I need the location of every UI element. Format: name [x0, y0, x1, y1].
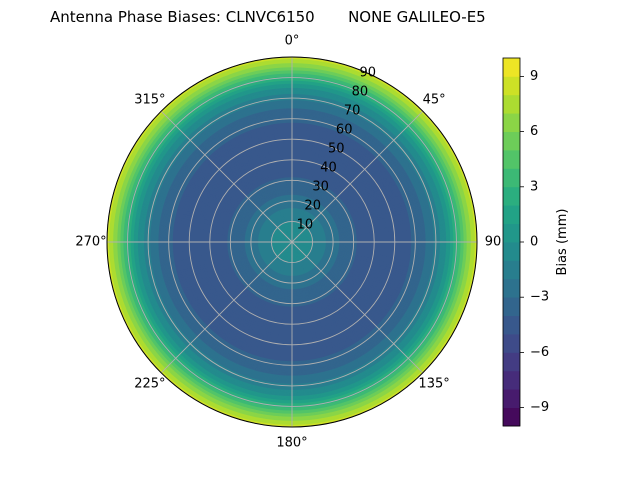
- r-tick-label: 80: [352, 85, 369, 100]
- colorbar-tick-label: 0: [530, 235, 538, 250]
- colorbar-label: Bias (mm): [555, 209, 570, 276]
- r-tick-labels: 10 20 30 40 50 60 70 80 90: [297, 66, 376, 233]
- colorbar-segment: [503, 131, 520, 151]
- colorbar-segment: [503, 205, 520, 224]
- colorbar-segment: [503, 297, 520, 316]
- colorbar-segment: [503, 315, 520, 335]
- colorbar-segment: [503, 407, 520, 427]
- colorbar-segment: [503, 94, 520, 114]
- colorbar-tick-label: −3: [530, 290, 549, 305]
- r-tick-label: 70: [344, 104, 361, 119]
- chart-title: Antenna Phase Biases: CLNVC6150 NONE GAL…: [50, 8, 486, 26]
- theta-tick-label: 135°: [418, 377, 449, 392]
- colorbar-segment: [503, 370, 520, 390]
- colorbar-segment: [503, 242, 520, 261]
- r-tick-label: 90: [360, 66, 377, 81]
- colorbar-tick-label: 6: [530, 124, 538, 139]
- r-tick-label: 30: [312, 180, 329, 195]
- colorbar-tick-label: 3: [530, 179, 538, 194]
- colorbar-segment: [503, 58, 520, 77]
- colorbar-segment: [503, 389, 520, 408]
- colorbar-tick-label: −9: [530, 400, 549, 415]
- colorbar-segment: [503, 260, 520, 280]
- theta-tick-label: 315°: [134, 92, 165, 107]
- colorbar: −9 −6 −3 0 3 6 9 Bias (mm): [502, 57, 570, 427]
- theta-grid-line: [291, 241, 424, 374]
- r-tick-label: 10: [297, 218, 314, 233]
- colorbar-segment: [503, 186, 520, 206]
- colorbar-segment: [503, 223, 520, 243]
- theta-tick-label: 225°: [134, 377, 165, 392]
- theta-tick-label: 90: [485, 235, 502, 250]
- theta-tick-label: 270°: [75, 235, 106, 250]
- theta-tick-label: 45°: [423, 92, 446, 107]
- theta-grid-line: [160, 110, 293, 243]
- colorbar-tick-label: −6: [530, 345, 549, 360]
- theta-tick-labels: 0° 45° 90 135° 180° 225° 270° 315°: [75, 34, 501, 451]
- colorbar-segment: [503, 76, 520, 96]
- r-tick-label: 40: [320, 161, 337, 176]
- theta-grid-line: [291, 110, 424, 243]
- theta-grid-line: [160, 241, 293, 374]
- r-tick-label: 20: [304, 199, 321, 214]
- colorbar-segment: [503, 334, 520, 353]
- polar-outline: [106, 56, 478, 428]
- colorbar-segment: [503, 113, 520, 132]
- colorbar-segment: [503, 168, 520, 188]
- polar-grid: [106, 56, 478, 428]
- colorbar-tick-label: 9: [530, 69, 538, 84]
- r-tick-label: 60: [336, 123, 353, 138]
- r-tick-label: 50: [328, 142, 345, 157]
- theta-tick-label: 0°: [285, 34, 300, 49]
- theta-tick-label: 180°: [276, 436, 307, 451]
- colorbar-segment: [503, 352, 520, 372]
- colorbar-segment: [503, 278, 520, 298]
- colorbar-segment: [503, 150, 520, 169]
